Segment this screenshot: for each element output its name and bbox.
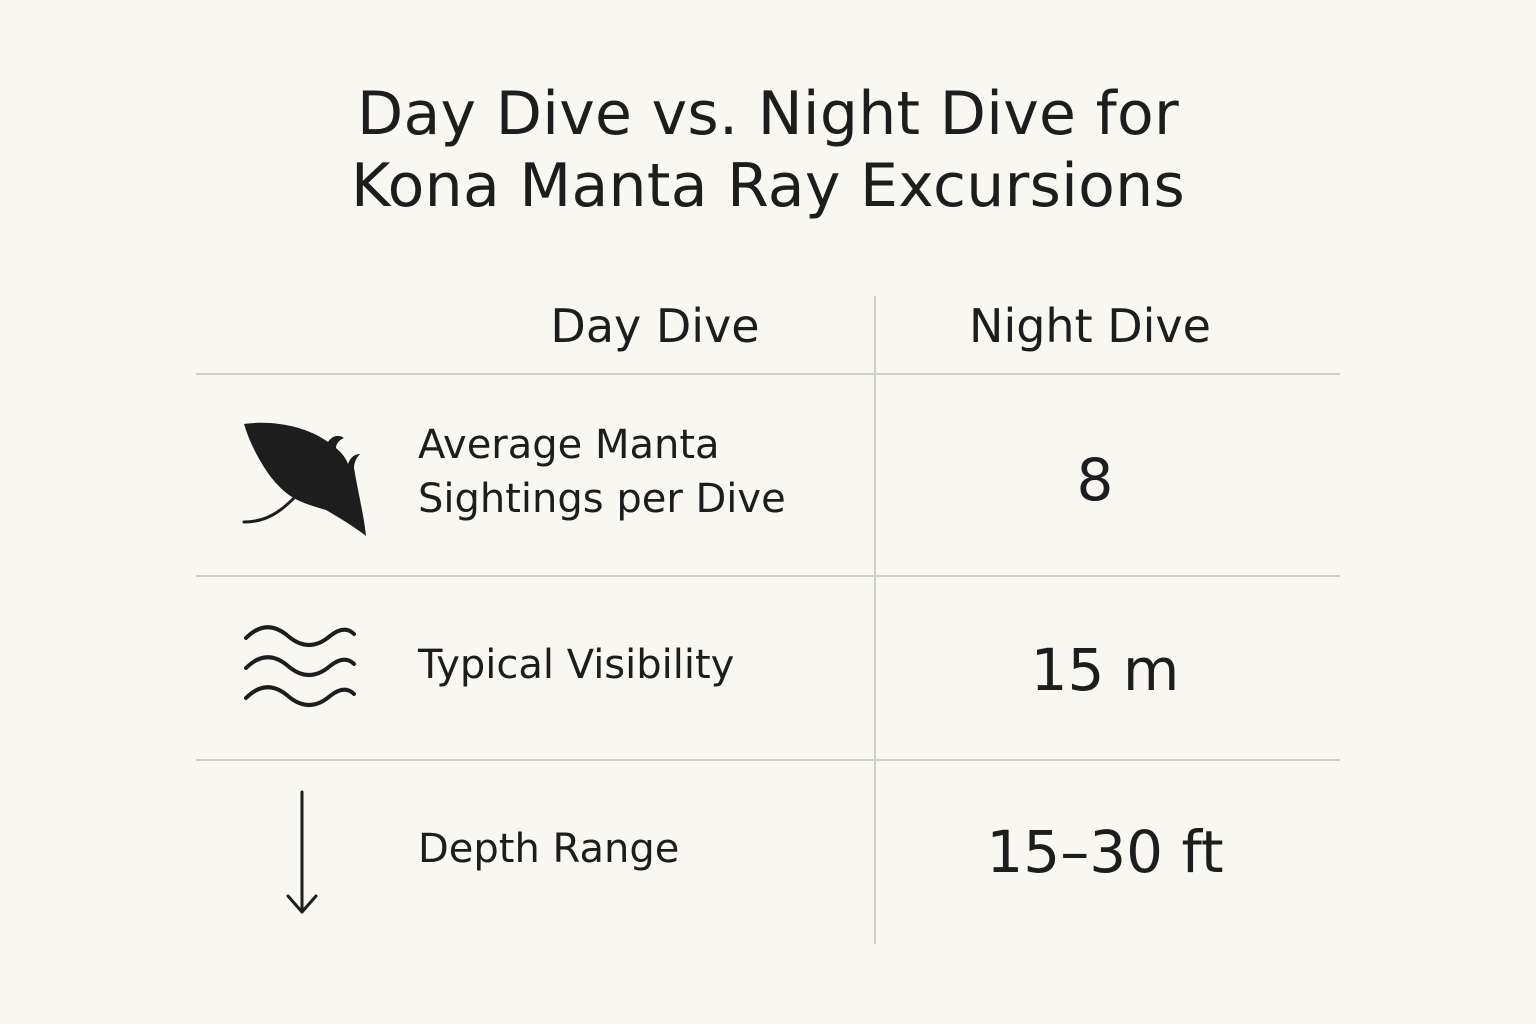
manta-ray-icon [240,420,370,542]
row-label-depth-range: Depth Range [418,826,680,872]
row-label-manta-sightings: Average Manta Sightings per Dive [418,418,858,526]
row-divider-header [196,373,1340,375]
row-label-manta-line-1: Average Manta [418,422,720,468]
title-line-1: Day Dive vs. Night Dive for [356,79,1180,149]
row-label-visibility: Typical Visibility [418,642,735,688]
value-depth-range: 15–30 ft [986,818,1224,886]
value-manta-sightings: 8 [1076,446,1114,514]
row-divider-1 [196,575,1340,577]
column-header-night-dive: Night Dive [969,299,1211,353]
column-header-day-dive: Day Dive [550,299,760,353]
arrow-down-icon [282,790,322,918]
page-title: Day Dive vs. Night Dive for Kona Manta R… [0,78,1536,222]
value-visibility: 15 m [1030,636,1180,704]
column-divider [874,296,876,944]
title-line-2: Kona Manta Ray Excursions [350,151,1186,221]
row-label-manta-line-2: Sightings per Dive [418,476,786,522]
waves-icon [240,624,360,710]
row-divider-2 [196,759,1340,761]
